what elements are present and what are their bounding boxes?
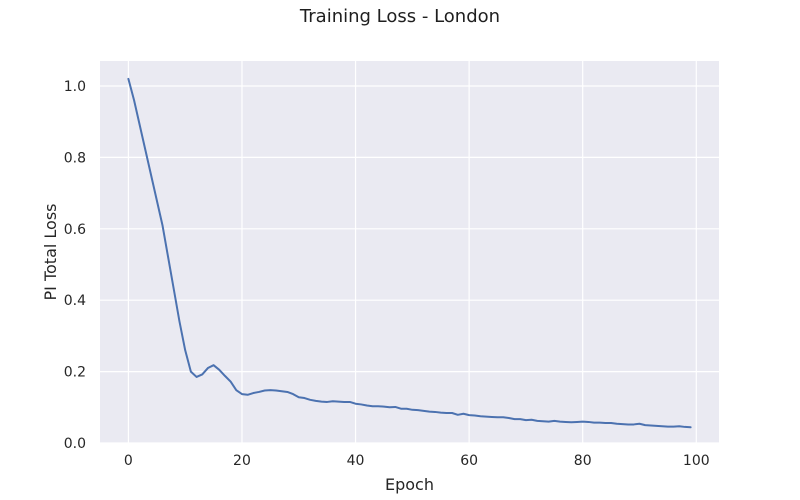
x-tick-label: 80: [574, 453, 592, 469]
y-tick-label: 0.0: [64, 436, 86, 452]
x-axis-title: Epoch: [385, 475, 434, 494]
y-tick-label: 0.8: [64, 150, 86, 166]
x-tick-label: 0: [124, 453, 133, 469]
y-axis-ticks: 0.0 0.2 0.4 0.6 0.8 1.0: [64, 79, 86, 452]
series-layer: [127, 77, 692, 429]
x-tick-label: 40: [347, 453, 365, 469]
plot-area: [100, 61, 719, 443]
grid-lines: [100, 61, 719, 444]
x-tick-label: 60: [460, 453, 478, 469]
y-tick-label: 0.6: [64, 222, 86, 238]
y-tick-label: 0.4: [64, 293, 86, 309]
chart-title: Training Loss - London: [299, 6, 501, 27]
x-axis-ticks: 0 20 40 60 80 100: [124, 453, 710, 469]
series-line: [127, 77, 692, 429]
x-tick-label: 20: [233, 453, 251, 469]
x-tick-label: 100: [683, 453, 710, 469]
y-axis-title: PI Total Loss: [41, 204, 60, 301]
y-tick-label: 1.0: [64, 79, 86, 95]
y-tick-label: 0.2: [64, 365, 86, 381]
